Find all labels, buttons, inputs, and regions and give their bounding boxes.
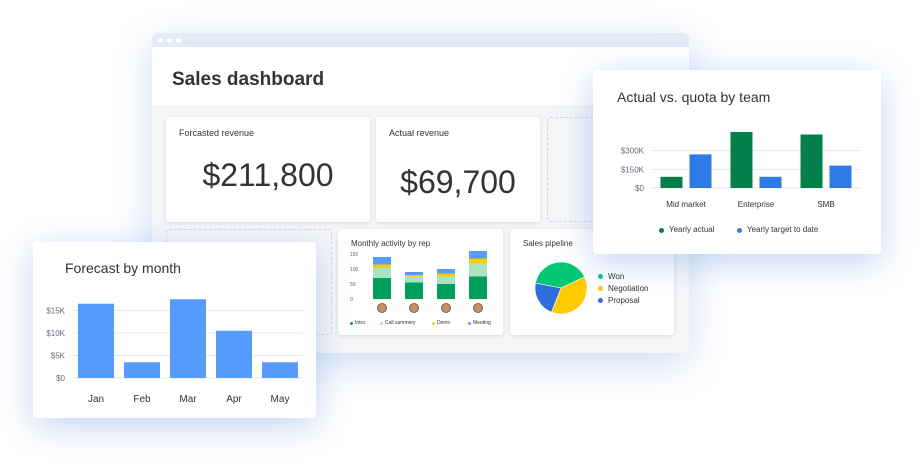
activity-bar-meeting xyxy=(469,251,487,259)
activity-y-tick-label: 100 xyxy=(350,267,359,273)
forecast-y-tick-label: $15K xyxy=(46,307,65,316)
activity-bar-call-summery xyxy=(373,267,391,278)
forecasted-revenue-label: Forcasted revenue xyxy=(179,128,255,138)
actual-revenue-value: $69,700 xyxy=(400,164,516,200)
forecast-y-tick-label: $10K xyxy=(46,329,65,338)
activity-y-tick-label: 150 xyxy=(350,252,359,258)
page-title: Sales dashboard xyxy=(172,69,325,90)
forecasted-revenue-value: $211,800 xyxy=(202,157,334,193)
actual-vs-quota-card[interactable]: Actual vs. quota by team $0 $150K $300K Mi… xyxy=(593,70,881,254)
legend-label-meeting: Meeting xyxy=(473,320,491,326)
legend-dot-proposal xyxy=(598,298,603,303)
forecast-by-month-card[interactable]: Forecast by month $0 $5K $10K $15K Jan Feb Ma… xyxy=(33,242,316,418)
quota-bar-yearly-target-to-date-smb xyxy=(829,165,852,188)
quota-bar-yearly-actual-smb xyxy=(800,134,823,188)
legend-dot-won xyxy=(598,274,603,279)
activity-bar-call-summery xyxy=(469,263,487,277)
legend-label-yearly-actual: Yearly actual xyxy=(669,225,715,234)
quota-x-label: Enterprise xyxy=(738,200,775,209)
activity-bar-intro xyxy=(469,276,487,299)
rep-avatar xyxy=(409,303,419,313)
legend-dot-negotiation xyxy=(598,286,603,291)
forecast-x-label: Feb xyxy=(133,394,151,405)
forecast-bar-jan xyxy=(78,303,114,378)
window-dot xyxy=(158,37,163,43)
legend-dot-yearly-actual xyxy=(659,228,664,233)
pie-slice-won xyxy=(535,261,585,289)
activity-bar-call-summery xyxy=(405,276,423,283)
forecast-x-label: Mar xyxy=(179,394,197,405)
window-titlebar xyxy=(152,33,689,47)
activity-bar-demo xyxy=(437,273,455,277)
forecast-x-label: Apr xyxy=(226,394,242,405)
window-dot xyxy=(167,37,172,43)
sales-pipeline-title: Sales pipeline xyxy=(523,239,573,248)
activity-bar-demo xyxy=(469,258,487,263)
quota-y-tick-label: $150K xyxy=(621,165,645,174)
monthly-activity-card[interactable]: Monthly activity by rep 0 50 100 150 Intro C… xyxy=(338,229,503,335)
activity-y-tick-label: 0 xyxy=(350,297,353,303)
activity-y-tick-label: 50 xyxy=(350,282,356,288)
activity-bar-demo xyxy=(373,264,391,268)
legend-label-call-summery: Call summery xyxy=(385,320,416,326)
legend-dot-demo xyxy=(432,322,435,325)
rep-avatar xyxy=(441,303,451,313)
forecast-bar-feb xyxy=(124,362,160,378)
forecast-y-tick-label: $0 xyxy=(56,374,65,383)
forecast-by-month-chart: $0 $5K $10K $15K Jan Feb Mar Apr May xyxy=(46,299,303,405)
forecasted-revenue-card[interactable]: Forcasted revenue $211,800 xyxy=(166,117,370,222)
activity-bar-demo xyxy=(405,275,423,277)
legend-dot-yearly-target-to-date xyxy=(737,228,742,233)
sales-pipeline-chart xyxy=(534,261,588,315)
forecast-bar-may xyxy=(262,362,298,378)
forecast-by-month-title: Forecast by month xyxy=(65,260,181,276)
forecast-y-tick-label: $5K xyxy=(51,352,66,361)
forecast-x-label: Jan xyxy=(88,394,104,405)
quota-x-label: SMB xyxy=(817,200,834,209)
pie-slice-proposal xyxy=(534,282,562,313)
quota-x-label: Mid market xyxy=(666,200,706,209)
activity-bar-intro xyxy=(405,282,423,299)
legend-label-won: Won xyxy=(608,272,625,281)
legend-label-proposal: Proposal xyxy=(608,296,640,305)
legend-dot-intro xyxy=(350,322,353,325)
quota-bar-yearly-actual-enterprise xyxy=(730,132,753,188)
actual-revenue-card[interactable]: Actual revenue $69,700 xyxy=(376,117,540,222)
quota-bar-yearly-target-to-date-enterprise xyxy=(759,176,782,188)
actual-revenue-label: Actual revenue xyxy=(389,128,450,138)
rep-avatar xyxy=(377,303,387,313)
legend-label-negotiation: Negotiation xyxy=(608,284,649,293)
quota-bar-yearly-actual-mid-market xyxy=(660,176,683,188)
legend-label-intro: Intro xyxy=(355,320,366,326)
legend-dot-call-summery xyxy=(380,322,383,325)
activity-bar-meeting xyxy=(373,257,391,265)
quota-y-tick-label: $0 xyxy=(635,184,644,193)
window-dot xyxy=(176,37,181,43)
monthly-activity-chart: 0 50 100 150 xyxy=(350,251,487,303)
activity-bar-call-summery xyxy=(437,276,455,284)
forecast-bar-apr xyxy=(216,330,252,378)
actual-vs-quota-chart: $0 $150K $300K Mid market Enterprise SMB xyxy=(621,132,861,209)
activity-bar-intro xyxy=(437,284,455,299)
legend-label-yearly-target-to-date: Yearly target to date xyxy=(747,225,819,234)
forecast-x-label: May xyxy=(271,394,290,405)
legend-dot-meeting xyxy=(468,322,471,325)
quota-y-tick-label: $300K xyxy=(621,147,645,156)
activity-bar-meeting xyxy=(405,272,423,275)
pie-slice-negotiation xyxy=(551,276,588,315)
activity-bar-meeting xyxy=(437,269,455,274)
activity-bar-intro xyxy=(373,278,391,299)
legend-label-demo: Demo xyxy=(437,320,451,326)
monthly-activity-title: Monthly activity by rep xyxy=(351,239,431,248)
actual-vs-quota-title: Actual vs. quota by team xyxy=(617,89,771,105)
forecast-bar-mar xyxy=(170,299,206,378)
rep-avatar xyxy=(473,303,483,313)
quota-bar-yearly-target-to-date-mid-market xyxy=(689,154,712,188)
